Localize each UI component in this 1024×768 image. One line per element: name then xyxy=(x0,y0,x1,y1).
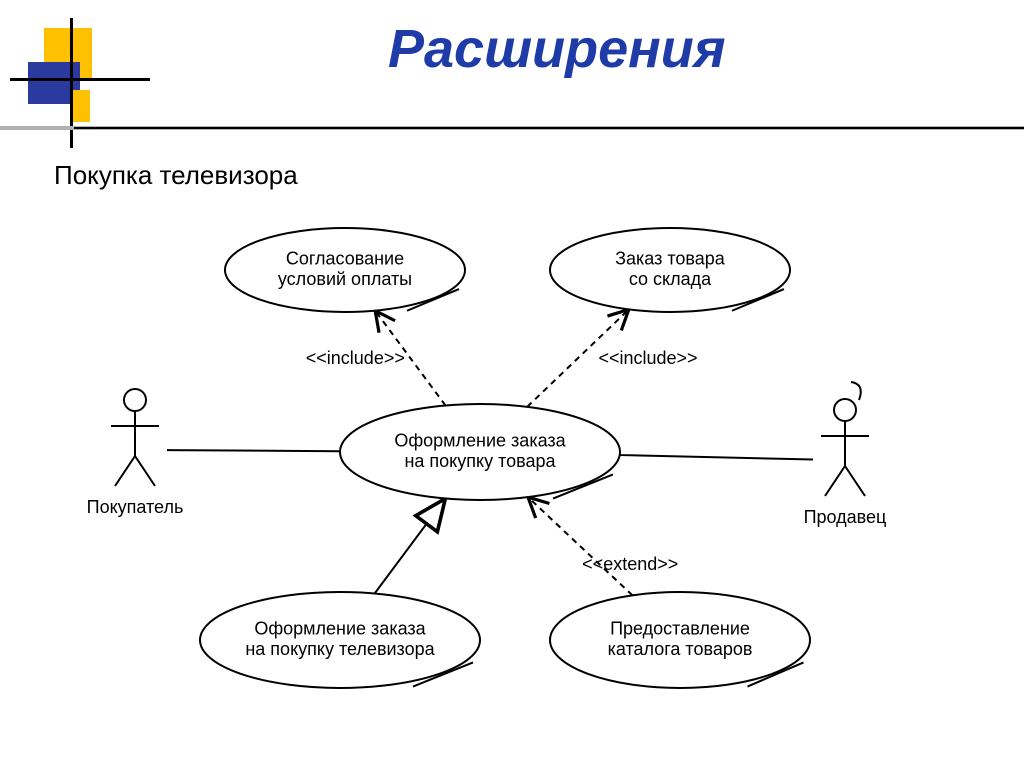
usecase-label: на покупку товара xyxy=(404,451,556,471)
edge-label: <<include>> xyxy=(306,348,405,368)
slide: Расширения Покупка телевизора Покупатель… xyxy=(0,0,1024,768)
usecase-tvorder: Оформление заказана покупку телевизора xyxy=(200,592,480,688)
actor-label: Покупатель xyxy=(87,497,184,517)
usecase-stock: Заказ товарасо склада xyxy=(550,228,790,312)
edge-order-seller xyxy=(620,455,813,459)
usecase-catalog: Предоставлениекаталога товаров xyxy=(550,592,810,688)
usecase-label: Заказ товара xyxy=(615,248,726,268)
logo-cross-h xyxy=(10,78,150,81)
actor-buyer: Покупатель xyxy=(87,389,184,517)
divider-inner xyxy=(74,127,1024,129)
usecase-label: на покупку телевизора xyxy=(245,639,435,659)
usecase-label: Согласование xyxy=(286,248,404,268)
actor-seller: Продавец xyxy=(804,382,887,527)
usecase-label: условий оплаты xyxy=(278,269,412,289)
actor-label: Продавец xyxy=(804,507,887,527)
usecase-label: Предоставление xyxy=(610,618,750,638)
usecase-pay: Согласованиеусловий оплаты xyxy=(225,228,465,312)
usecase-label: каталога товаров xyxy=(608,639,753,659)
use-case-diagram: Покупатель Продавец Согласованиеусловий оп… xyxy=(40,210,980,750)
logo-yellow-2 xyxy=(72,90,90,122)
edge-catalog-order xyxy=(528,497,632,595)
edge-label: <<include>> xyxy=(598,348,697,368)
edge-label: <<extend>> xyxy=(582,554,678,574)
edge-buyer-order xyxy=(167,450,340,451)
usecase-label: со склада xyxy=(629,269,712,289)
usecase-order: Оформление заказана покупку товара xyxy=(340,404,620,500)
edge-tvorder-order xyxy=(375,499,446,594)
subtitle: Покупка телевизора xyxy=(54,160,298,191)
page-title: Расширения xyxy=(388,18,726,80)
usecase-label: Оформление заказа xyxy=(254,618,426,638)
usecase-label: Оформление заказа xyxy=(394,430,566,450)
